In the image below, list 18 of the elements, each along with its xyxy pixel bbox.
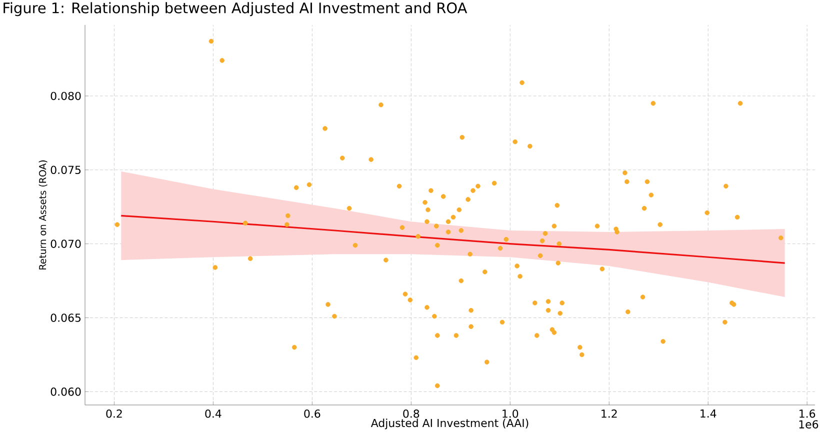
x-tick-label: 0.8	[403, 410, 420, 418]
y-tick-label: 0.080	[50, 92, 81, 100]
x-axis-title: Adjusted AI Investment (AAI)	[370, 418, 528, 430]
text: 1e6	[799, 420, 818, 428]
x-tick-label: 1.6	[800, 410, 816, 418]
y-axis-title: Return on Assets (ROA)	[38, 160, 48, 270]
x-tick-label: 0.4	[205, 410, 222, 418]
x-tick-label: 0.6	[304, 410, 320, 418]
x-tick-label: 0.2	[106, 410, 122, 418]
x-tick-label: 1.4	[700, 410, 716, 418]
line-series	[120, 214, 786, 264]
y-tick-label: 0.065	[50, 314, 81, 322]
x-tick-label: 1.2	[602, 410, 617, 418]
x-tick-label: 1.0	[502, 410, 518, 418]
y-tick-label: 0.070	[50, 240, 81, 248]
y-tick-label: 0.075	[50, 166, 81, 174]
chart-title: Figure 1: Relationship between Adjusted AI Investment and ROA	[4, 2, 468, 16]
y-tick-label: 0.060	[50, 388, 81, 396]
